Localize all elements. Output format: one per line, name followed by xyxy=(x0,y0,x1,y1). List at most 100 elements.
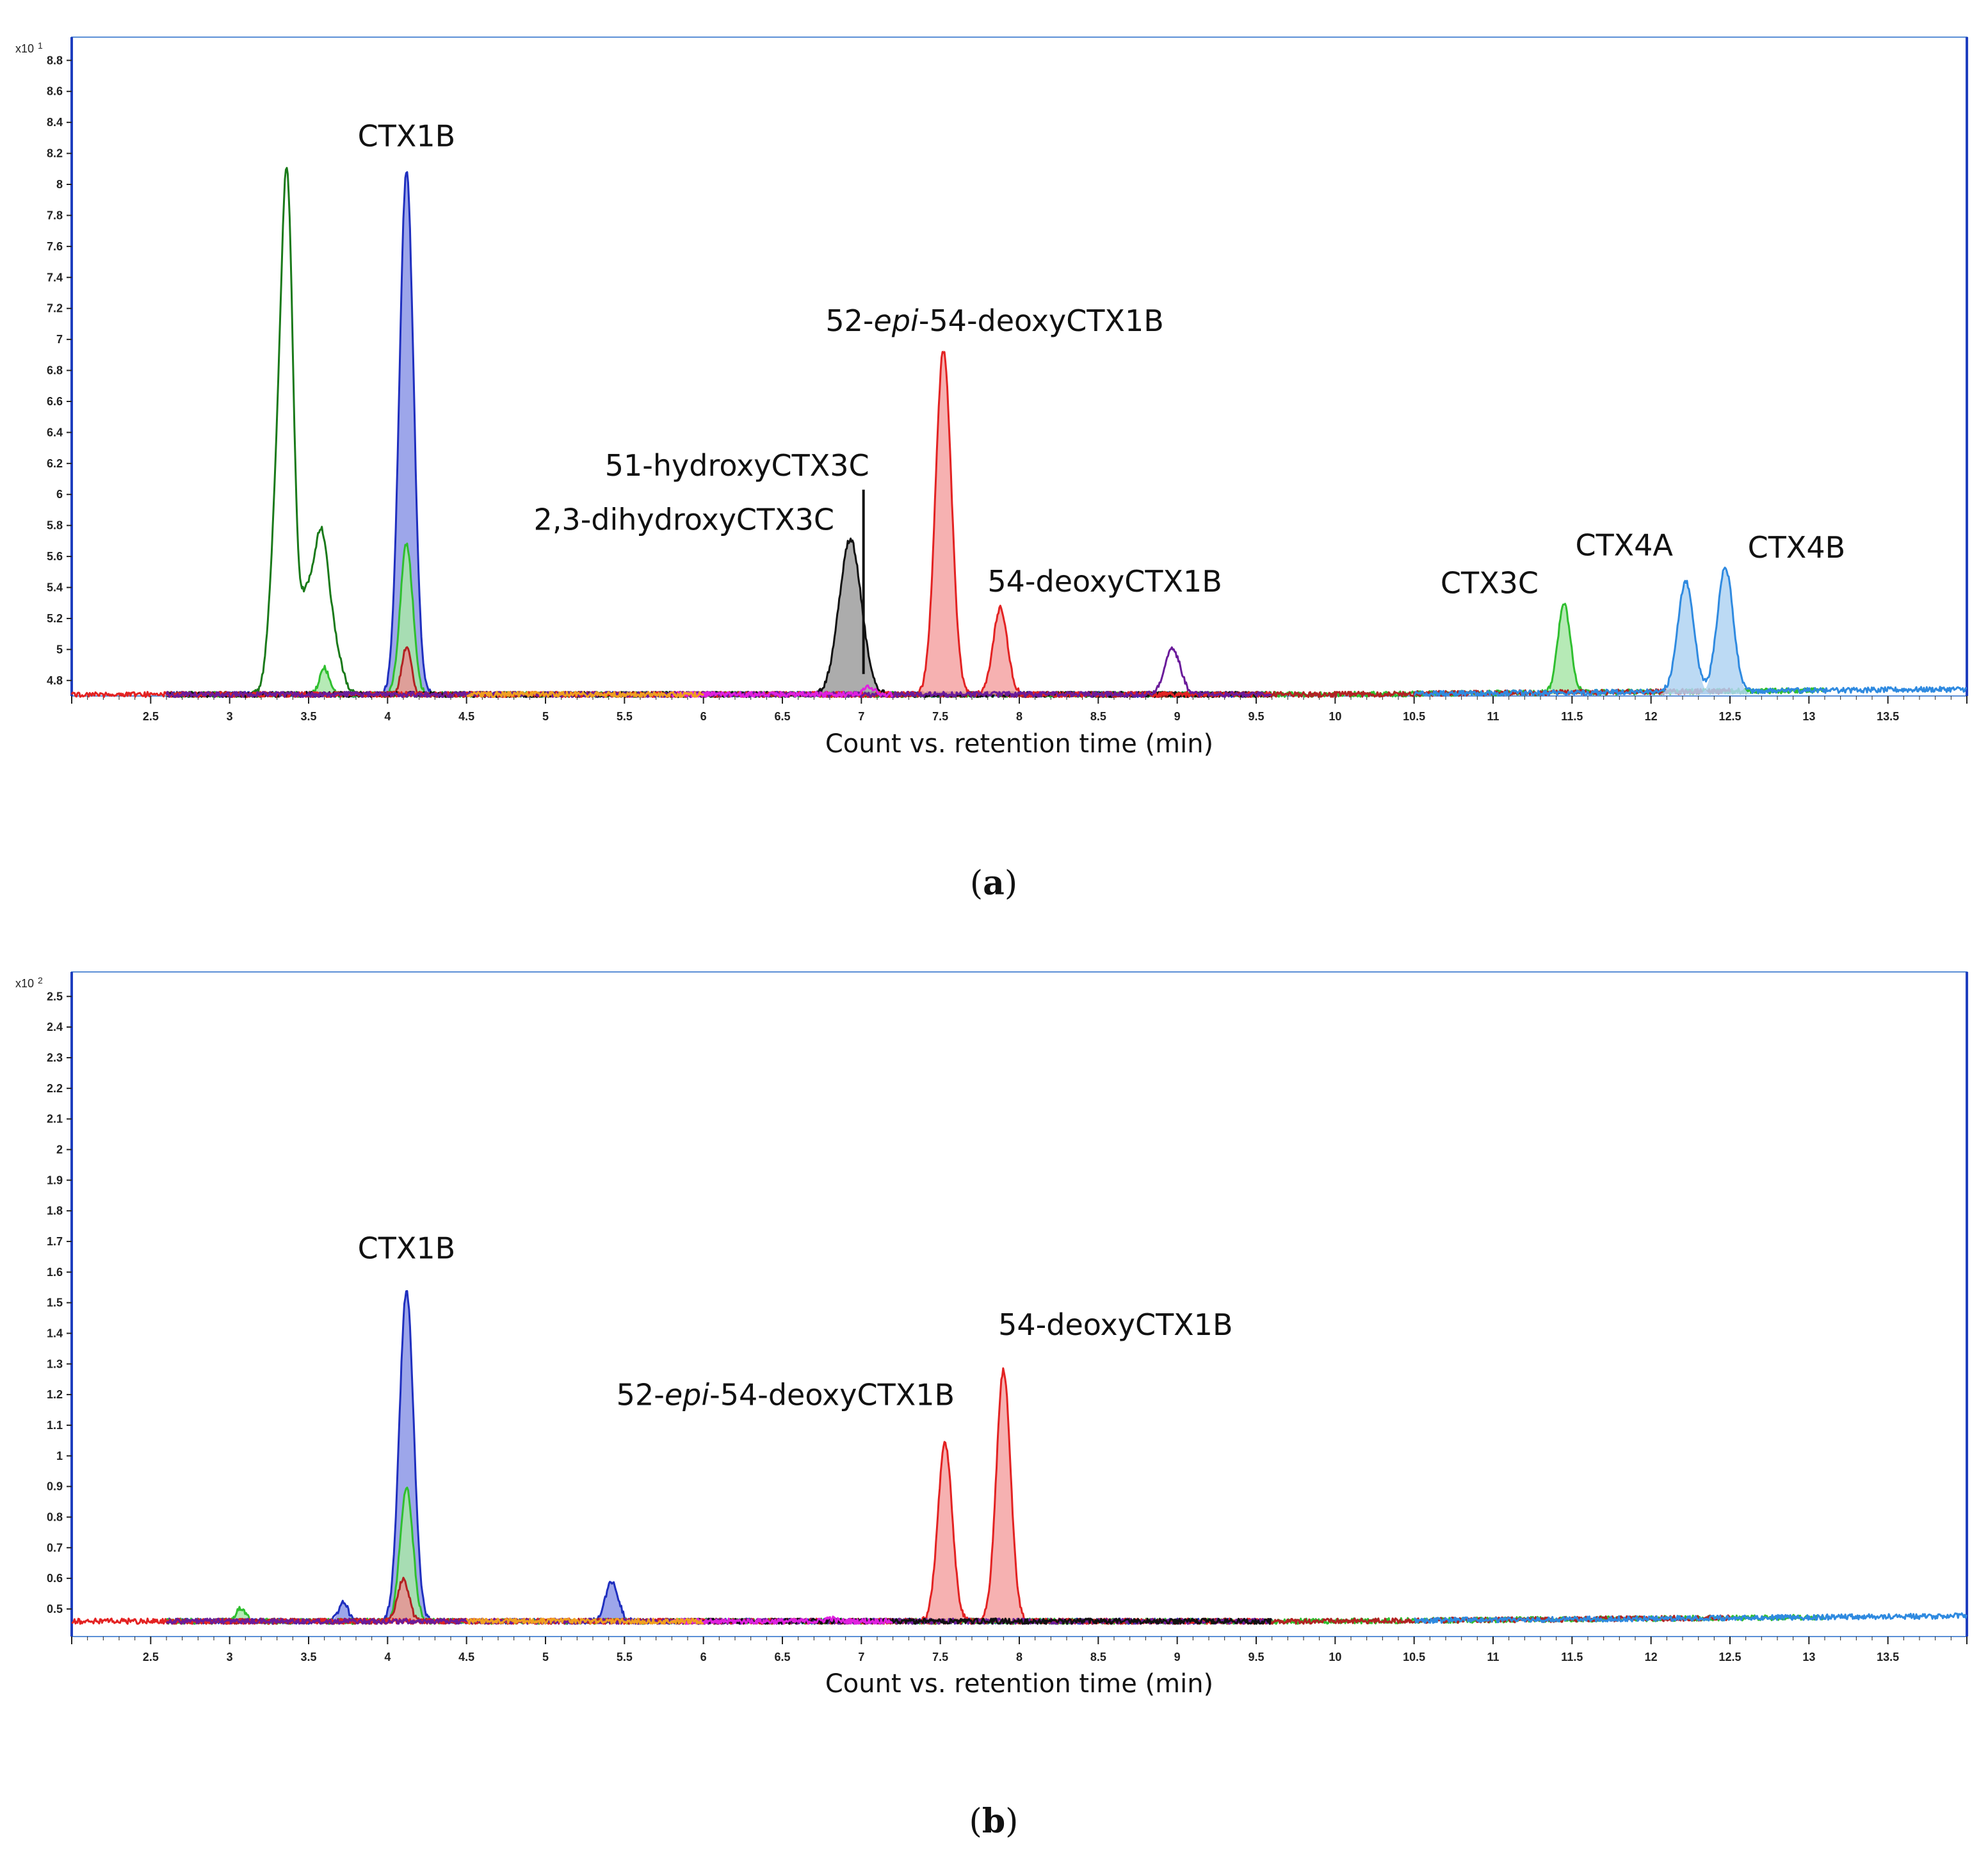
x-tick-label: 8.5 xyxy=(1090,1651,1106,1663)
x-tick-label: 7 xyxy=(858,710,864,723)
y-tick-label: 2 xyxy=(56,1143,63,1156)
y-tick-label: 1 xyxy=(56,1450,63,1462)
y-multiplier-label: x10 1 xyxy=(15,40,43,55)
x-tick-label: 12.5 xyxy=(1718,710,1741,723)
series-trace xyxy=(165,166,1272,699)
peak-area xyxy=(592,1581,633,1622)
x-tick-label: 4 xyxy=(384,1651,391,1663)
x-tick-label: 8 xyxy=(1016,710,1022,723)
plot-frame xyxy=(71,971,1968,1637)
x-tick-label: 12 xyxy=(1645,710,1658,723)
x-tick-label: 5.5 xyxy=(617,710,633,723)
y-tick-label: 4.8 xyxy=(47,674,63,687)
x-tick-label: 9.5 xyxy=(1248,1651,1264,1663)
peak-area xyxy=(1700,570,1751,695)
x-tick-label: 9 xyxy=(1174,710,1181,723)
peak-label: CTX1B xyxy=(358,119,456,154)
peak-label-italic: epi xyxy=(874,303,919,338)
y-tick-label: 5.8 xyxy=(47,519,63,532)
x-tick-label: 7 xyxy=(858,1651,864,1663)
series-trace xyxy=(166,537,1272,699)
peak-label-suffix: -54-deoxyCTX1B xyxy=(709,1378,955,1412)
x-tick-label: 6.5 xyxy=(774,710,790,723)
series-trace xyxy=(165,171,1272,699)
x-tick-label: 13.5 xyxy=(1877,710,1899,723)
peak-label-suffix: -54-deoxyCTX1B xyxy=(919,303,1164,338)
y-tick-label: 8.4 xyxy=(47,116,63,129)
x-tick-label: 13 xyxy=(1802,710,1815,723)
peak-label-italic: epi xyxy=(665,1378,710,1412)
x-tick-label: 7.5 xyxy=(932,710,948,723)
y-tick-label: 7.8 xyxy=(47,209,63,222)
peak-label-prefix: 52- xyxy=(617,1378,665,1412)
y-tick-label: 2.5 xyxy=(47,990,63,1003)
x-tick-label: 9 xyxy=(1174,1651,1181,1663)
y-tick-label: 2.3 xyxy=(47,1051,63,1064)
y-tick-label: 6 xyxy=(56,488,63,501)
x-tick-label: 5.5 xyxy=(617,1651,633,1663)
series-trace xyxy=(670,1615,893,1625)
y-tick-label: 0.7 xyxy=(47,1541,63,1554)
y-tick-label: 7.4 xyxy=(47,271,63,284)
chart-panel-b: x10 2 0.5 0.6 0.7 0.8 0.9 1 1.1 1.2 1.3 1.4 1.5 1.6 1.… xyxy=(15,971,1968,1699)
y-multiplier-exponent: 1 xyxy=(38,40,43,51)
y-tick-label: 5.2 xyxy=(47,612,63,625)
y-tick-label: 2.4 xyxy=(47,1021,63,1033)
y-tick-label: 8.6 xyxy=(47,85,63,98)
y-tick-label: 7.6 xyxy=(47,240,63,253)
x-tick-label: 6 xyxy=(700,1651,707,1663)
peak-area xyxy=(814,539,886,695)
y-tick-label: 8.2 xyxy=(47,147,63,160)
series-trace xyxy=(465,1617,704,1625)
x-tick-label: 6.5 xyxy=(774,1651,790,1663)
x-tick-label: 2.5 xyxy=(143,1651,159,1663)
chart-panel-a: x10 1 4.8 5 5.2 5.4 5.6 5.8 6 6.2 6.4 6.6 6.8 7 7.2 7.4… xyxy=(15,36,1968,759)
series-trace xyxy=(1414,1612,1968,1624)
x-tick-label: 5 xyxy=(542,1651,549,1663)
peak-area xyxy=(328,1603,359,1622)
y-tick-label: 0.9 xyxy=(47,1480,63,1493)
x-tick-label: 10 xyxy=(1329,710,1341,723)
x-tick-label: 4.5 xyxy=(458,710,474,723)
x-tick-label: 4 xyxy=(384,710,391,723)
y-tick-label: 1.3 xyxy=(47,1357,63,1370)
x-tick-label: 13.5 xyxy=(1877,1651,1899,1663)
x-tick-label: 10.5 xyxy=(1403,710,1425,723)
y-tick-label: 8 xyxy=(56,178,63,191)
y-multiplier-base: x10 xyxy=(15,42,34,55)
y-tick-label: 1.6 xyxy=(47,1266,63,1279)
series-trace xyxy=(1413,567,1967,697)
y-tick-label: 1.2 xyxy=(47,1388,63,1401)
y-tick-label: 0.5 xyxy=(47,1603,63,1615)
x-tick-label: 11 xyxy=(1487,710,1499,723)
x-tick-label: 12.5 xyxy=(1718,1651,1741,1663)
peak-label: 54-deoxyCTX1B xyxy=(998,1307,1232,1342)
peak-label: 52-epi-54-deoxyCTX1B xyxy=(617,1378,955,1412)
y-multiplier-label: x10 2 xyxy=(15,975,43,990)
peak-label: 54-deoxyCTX1B xyxy=(987,564,1222,599)
peak-area xyxy=(922,1443,968,1622)
x-tick-label: 11.5 xyxy=(1561,710,1583,723)
y-tick-label: 5.4 xyxy=(47,581,63,594)
y-tick-label: 1.7 xyxy=(47,1235,63,1248)
x-tick-label: 2.5 xyxy=(143,710,159,723)
peak-label: 51-hydroxyCTX3C xyxy=(605,448,869,483)
peak-label: CTX1B xyxy=(358,1231,456,1265)
x-tick-label: 3.5 xyxy=(300,710,316,723)
y-tick-label: 8.8 xyxy=(47,54,63,67)
y-tick-label: 1.8 xyxy=(47,1204,63,1217)
x-tick-label: 11.5 xyxy=(1561,1651,1583,1663)
y-multiplier-exponent: 2 xyxy=(38,975,43,985)
peak-label: CTX4B xyxy=(1748,530,1846,565)
x-tick-label: 9.5 xyxy=(1248,710,1264,723)
peak-area xyxy=(977,608,1023,695)
x-tick-label: 3 xyxy=(227,1651,233,1663)
y-tick-label: 1.9 xyxy=(47,1174,63,1186)
y-tick-label: 7 xyxy=(56,333,63,346)
y-tick-label: 5 xyxy=(56,643,63,656)
x-tick-label: 12 xyxy=(1645,1651,1658,1663)
panel-label-a: (a) xyxy=(970,864,1017,903)
x-tick-label: 8.5 xyxy=(1090,710,1106,723)
y-tick-label: 0.8 xyxy=(47,1510,63,1523)
